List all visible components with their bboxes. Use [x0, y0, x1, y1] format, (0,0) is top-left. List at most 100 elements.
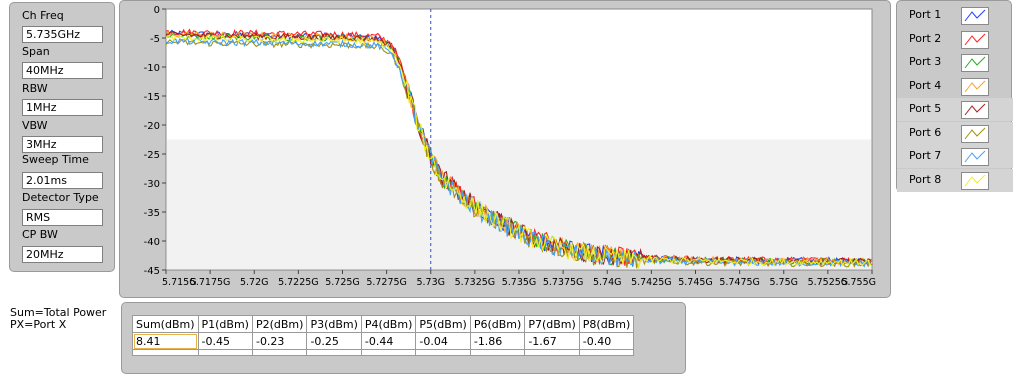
x-tick-label: 5.75G — [769, 277, 798, 288]
legend-label: Port 4 — [909, 78, 942, 92]
legend-label: Port 8 — [909, 172, 942, 186]
legend-label: Port 3 — [909, 55, 942, 68]
legend-item-port-5[interactable]: Port 5 — [897, 98, 1013, 121]
y-tick-label: -5 — [150, 34, 160, 45]
table-empty-cell — [132, 349, 199, 356]
table-empty-cell — [469, 349, 526, 356]
x-tick-label: 5.7475G — [719, 277, 760, 288]
legend-item-port-8[interactable]: Port 8 — [897, 168, 1013, 192]
x-tick-label: 5.7275G — [366, 277, 407, 288]
x-tick-label: 5.725G — [325, 277, 360, 288]
detector-type-value[interactable]: RMS — [22, 209, 103, 226]
legend-item-port-1[interactable]: Port 1 — [897, 4, 1013, 27]
sweep-time-label: Sweep Time — [22, 153, 89, 166]
legend-label: Port 1 — [909, 8, 942, 21]
note-port: PX=Port X — [10, 318, 67, 331]
notes: Sum=Total Power PX=Port X — [10, 307, 106, 331]
series-line-port-7 — [165, 37, 873, 270]
table-value-cell[interactable]: -0.45 — [197, 332, 253, 350]
x-tick-label: 5.7325G — [455, 277, 496, 288]
legend-swatch-icon — [961, 30, 989, 49]
legend-panel: Port 1 Port 2 Port 3 Port 4 Port 5 Port 6 Port… — [896, 0, 1013, 192]
table-empty-cell — [578, 349, 635, 356]
rbw-label: RBW — [22, 82, 48, 95]
table-empty-cell — [524, 349, 580, 356]
x-tick-label: 5.715G — [162, 277, 197, 288]
x-tick-label: 5.7525G — [808, 277, 849, 288]
y-tick-label: -15 — [144, 92, 160, 103]
table-header-row: Sum(dBm) P1(dBm) P2(dBm) P3(dBm) P4(dBm) P5(d… — [132, 315, 635, 333]
plot-lower-band — [167, 139, 871, 269]
table-header-cell: P2(dBm) — [251, 315, 308, 333]
table-value-cell[interactable]: -0.04 — [415, 332, 471, 350]
table-empty-cell — [197, 349, 253, 356]
y-tick-label: -40 — [144, 237, 160, 248]
table-header-cell: P6(dBm) — [469, 315, 526, 333]
span-value[interactable]: 40MHz — [22, 62, 103, 79]
table-empty-cell — [360, 349, 417, 356]
y-tick-label: -25 — [144, 150, 160, 161]
table-header-cell: P8(dBm) — [578, 315, 635, 333]
legend-swatch-icon — [961, 54, 989, 72]
spectrum-chart: 0 -5 -10 -15 -20 -25 -30 -35 -40 -455.715G5.7175G… — [144, 5, 876, 288]
table-empty-cell — [251, 349, 308, 356]
table-value-cell[interactable]: -0.25 — [306, 332, 362, 350]
legend-swatch-icon — [961, 7, 989, 25]
table-value-cell[interactable]: -0.23 — [251, 332, 308, 350]
y-tick-label: -35 — [144, 208, 160, 219]
y-tick-label: -10 — [144, 63, 160, 74]
table-value-row: 8.41 -0.45 -0.23 -0.25 -0.44 -0.04 -1.86 -1.67-… — [132, 332, 635, 350]
vbw-value[interactable]: 3MHz — [22, 136, 103, 153]
cp-bw-label: CP BW — [22, 228, 58, 241]
table-value-cell[interactable]: -1.67 — [524, 332, 580, 350]
cp-bw-value[interactable]: 20MHz — [22, 246, 103, 263]
table-header-cell: P7(dBm) — [524, 315, 580, 333]
x-tick-label: 5.755G — [841, 277, 876, 288]
x-tick-label: 5.7225G — [278, 277, 319, 288]
legend-item-port-7[interactable]: Port 7 — [897, 145, 1013, 168]
legend-swatch-icon — [961, 171, 989, 190]
table-value-cell[interactable]: -0.44 — [360, 332, 417, 350]
detector-type-label: Detector Type — [22, 191, 99, 204]
legend-item-port-2[interactable]: Port 2 — [897, 28, 1013, 51]
ch-freq-value[interactable]: 5.735GHz — [22, 26, 103, 43]
legend-swatch-icon — [961, 148, 989, 166]
y-tick-label: -45 — [144, 266, 160, 277]
sweep-time-value[interactable]: 2.01ms — [22, 172, 103, 189]
legend-label: Port 7 — [909, 149, 942, 162]
legend-item-port-3[interactable]: Port 3 — [897, 51, 1013, 74]
table-value-cell[interactable]: 8.41 — [132, 332, 199, 350]
table-empty-cell — [415, 349, 471, 356]
x-tick-label: 5.7375G — [543, 277, 584, 288]
x-tick-label: 5.73G — [416, 277, 445, 288]
legend-swatch-icon — [961, 77, 989, 96]
table-empty-cell — [306, 349, 362, 356]
legend-swatch-icon — [961, 101, 989, 119]
y-tick-label: -30 — [144, 179, 160, 190]
series-line-port-8 — [165, 34, 873, 270]
results-panel: Sum(dBm) P1(dBm) P2(dBm) P3(dBm) P4(dBm) P5(d… — [121, 302, 686, 374]
chart-panel: 0 -5 -10 -15 -20 -25 -30 -35 -40 -45 5.715G 5.7175G… — [119, 0, 891, 298]
x-tick-label: 5.7425G — [631, 277, 672, 288]
table-value-cell[interactable]: -0.40 — [578, 332, 635, 350]
ch-freq-label: Ch Freq — [22, 9, 64, 22]
rbw-value[interactable]: 1MHz — [22, 99, 103, 116]
legend-label: Port 2 — [909, 31, 942, 45]
table-header-cell: P3(dBm) — [306, 315, 362, 333]
span-label: Span — [22, 45, 50, 58]
settings-panel: Ch Freq 5.735GHz Span 40MHz RBW 1MHz VBW 3MHz Sw… — [9, 2, 115, 272]
x-tick-label: 5.745G — [678, 277, 713, 288]
table-header-cell: P1(dBm) — [197, 315, 253, 333]
vbw-label: VBW — [22, 119, 48, 132]
x-tick-label: 5.7175G — [190, 277, 231, 288]
legend-item-port-4[interactable]: Port 4 — [897, 75, 1013, 98]
table-value-cell[interactable]: -1.86 — [469, 332, 526, 350]
table-header-cell: Sum(dBm) — [132, 315, 199, 333]
y-tick-label: -20 — [144, 121, 160, 132]
y-tick-label: 0 — [154, 5, 160, 16]
x-tick-label: 5.72G — [240, 277, 269, 288]
results-table: Sum(dBm) P1(dBm) P2(dBm) P3(dBm) P4(dBm) P5(d… — [132, 315, 635, 356]
legend-item-port-6[interactable]: Port 6 — [897, 121, 1013, 145]
legend-swatch-icon — [961, 124, 989, 143]
table-header-cell: P4(dBm) — [360, 315, 417, 333]
